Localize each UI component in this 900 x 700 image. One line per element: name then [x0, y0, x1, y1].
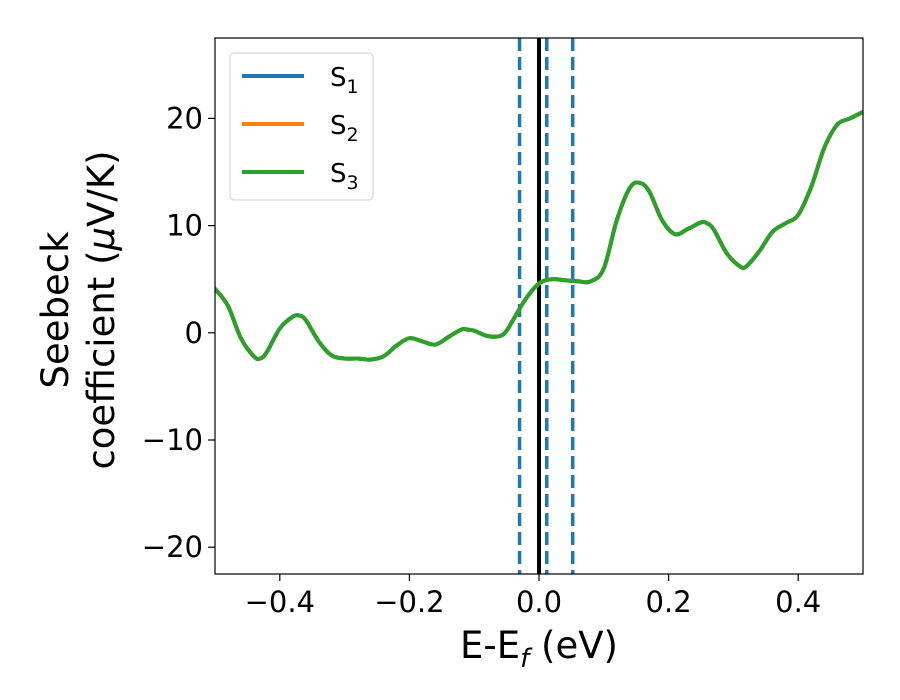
y-axis-label-line2-end: V/K)	[80, 150, 123, 226]
x-tick-label: 0.2	[646, 585, 692, 619]
x-tick-label: −0.4	[245, 585, 315, 619]
y-axis-label: Seebeck coefficient (μV/K)	[34, 150, 123, 469]
y-axis-label-line1: Seebeck	[34, 231, 77, 389]
x-tick-label: 0.0	[516, 585, 562, 619]
series-line-s3	[215, 110, 863, 362]
legend: S1 S2 S3	[229, 52, 374, 201]
y-axis-label-mu: μ	[80, 227, 123, 252]
x-axis-label-unit: (eV)	[529, 624, 618, 667]
y-axis-label-line2: coefficient (μV/K)	[80, 150, 123, 469]
legend-label-s1: S1	[330, 63, 359, 98]
legend-box	[229, 52, 374, 201]
x-tick-label: 0.4	[775, 585, 821, 619]
y-tick-label: −10	[142, 423, 203, 457]
x-tick-label: −0.2	[374, 585, 444, 619]
y-tick-label: 20	[166, 101, 203, 135]
y-tick-label: −20	[142, 530, 203, 564]
x-axis: −0.4 −0.2 0.0 0.2 0.4	[245, 574, 821, 619]
y-axis: −20 −10 0 10 20	[142, 101, 215, 564]
x-axis-label: E-Ef (eV)	[460, 624, 618, 674]
series-lines	[215, 110, 863, 362]
y-tick-label: 10	[166, 209, 203, 243]
y-axis-label-line2-start: coefficient (	[80, 250, 123, 469]
x-axis-label-main: E-E	[460, 624, 520, 667]
reference-lines	[517, 38, 575, 574]
legend-label-s2: S2	[330, 111, 359, 146]
y-tick-label: 0	[185, 316, 203, 350]
legend-label-s3: S3	[330, 159, 359, 194]
